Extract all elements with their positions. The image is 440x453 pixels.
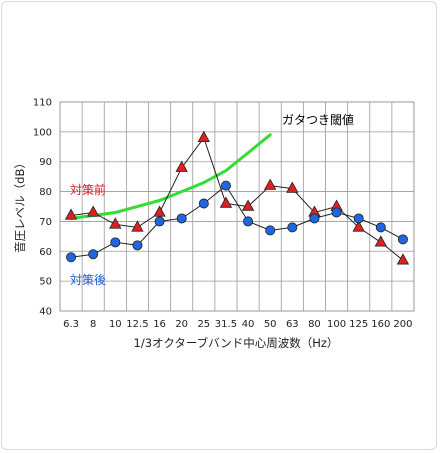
y-tick-label: 110 — [33, 98, 52, 109]
marker-after — [309, 213, 320, 224]
y-tick-label: 50 — [39, 277, 52, 288]
x-tick-label: 6.3 — [63, 319, 79, 330]
y-tick-label: 40 — [39, 307, 52, 318]
marker-before — [87, 205, 100, 217]
marker-after — [110, 237, 121, 248]
y-tick-label: 80 — [39, 187, 52, 198]
x-tick-label: 125 — [349, 319, 368, 330]
marker-after — [66, 252, 77, 263]
marker-before — [241, 199, 255, 211]
marker-after — [198, 198, 209, 209]
marker-before — [175, 160, 188, 172]
x-tick-label: 63 — [286, 319, 299, 330]
x-tick-label: 12.5 — [126, 319, 148, 330]
series-line-after — [71, 184, 404, 258]
marker-before — [109, 217, 122, 229]
marker-after — [176, 213, 187, 224]
x-tick-label: 25 — [197, 319, 210, 330]
marker-after — [88, 249, 99, 260]
marker-after — [265, 225, 276, 236]
y-tick-label: 100 — [33, 127, 52, 138]
y-tick-labels: 40 50 60 70 80 90 100 110 — [33, 98, 52, 318]
x-tick-label: 8 — [90, 319, 96, 330]
y-tick-label: 70 — [39, 217, 52, 228]
x-tick-label: 100 — [327, 319, 346, 330]
x-tick-label: 10 — [109, 319, 122, 330]
marker-after — [397, 234, 408, 245]
x-tick-labels: 6.3 8 10 12.5 16 20 25 31.5 40 50 63 80 100 125 160 200 — [63, 319, 412, 330]
grid — [59, 101, 415, 312]
marker-before — [352, 220, 365, 232]
y-tick-label: 60 — [39, 247, 52, 258]
marker-before — [219, 196, 233, 208]
x-axis-label: 1/3オクターブバンド中心周波数（Hz） — [134, 336, 339, 350]
x-tick-label: 31.5 — [215, 319, 237, 330]
marker-before — [396, 253, 410, 265]
marker-after — [154, 216, 165, 227]
x-tick-label: 80 — [308, 319, 321, 330]
marker-before — [153, 205, 166, 217]
marker-after — [353, 213, 364, 224]
annotation-after: 対策後 — [70, 273, 106, 287]
series-group — [64, 130, 410, 265]
marker-before — [374, 235, 387, 247]
series-line-threshold — [69, 133, 272, 220]
marker-before — [131, 220, 144, 232]
x-tick-label: 40 — [242, 319, 255, 330]
annotation-before: 対策前 — [70, 182, 106, 197]
x-tick-label: 200 — [393, 319, 412, 330]
marker-after — [331, 207, 342, 218]
x-tick-label: 20 — [175, 319, 188, 330]
marker-after — [220, 180, 231, 191]
marker-after — [287, 222, 298, 233]
x-tick-label: 50 — [264, 319, 277, 330]
marker-after — [243, 216, 254, 227]
marker-before — [64, 208, 78, 220]
marker-before — [197, 130, 210, 143]
y-axis-label: 音圧レベル（dB） — [13, 157, 27, 253]
y-tick-label: 90 — [39, 157, 52, 168]
x-tick-label: 16 — [153, 319, 166, 330]
marker-after — [132, 240, 143, 251]
marker-before — [264, 178, 277, 190]
marker-after — [375, 222, 386, 233]
x-tick-label: 160 — [371, 319, 390, 330]
marker-before — [286, 181, 299, 193]
annotation-threshold: ガタつき閾値 — [282, 112, 354, 127]
series-line-before — [71, 136, 404, 261]
